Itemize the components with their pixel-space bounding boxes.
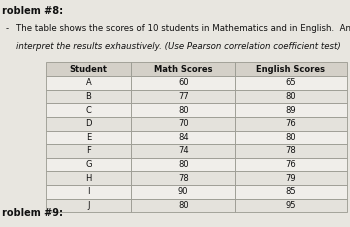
Text: 79: 79	[286, 174, 296, 183]
Text: 80: 80	[178, 106, 189, 115]
Text: 80: 80	[178, 160, 189, 169]
Text: Student: Student	[69, 65, 107, 74]
Bar	[131, 144, 235, 158]
Bar	[235, 144, 346, 158]
Bar	[131, 76, 235, 90]
Text: 76: 76	[286, 160, 296, 169]
Bar	[235, 76, 346, 90]
Text: 89: 89	[286, 106, 296, 115]
Text: I: I	[87, 187, 90, 196]
Bar	[235, 171, 346, 185]
Text: 80: 80	[286, 92, 296, 101]
Bar	[46, 103, 131, 117]
Bar	[131, 117, 235, 131]
Text: 80: 80	[286, 133, 296, 142]
Bar	[235, 117, 346, 131]
Text: 95: 95	[286, 201, 296, 210]
Text: G: G	[85, 160, 92, 169]
Text: -: -	[5, 24, 8, 33]
Text: E: E	[86, 133, 91, 142]
Bar	[46, 62, 131, 76]
Text: interpret the results exhaustively. (Use Pearson correlation coefficient test): interpret the results exhaustively. (Use…	[16, 42, 341, 51]
Text: J: J	[87, 201, 90, 210]
Bar	[235, 90, 346, 103]
Text: 80: 80	[178, 201, 189, 210]
Bar	[131, 90, 235, 103]
Bar	[46, 158, 131, 171]
Text: English Scores: English Scores	[256, 65, 325, 74]
Bar	[46, 117, 131, 131]
Text: F: F	[86, 146, 91, 155]
Text: 77: 77	[178, 92, 189, 101]
Text: roblem #8:: roblem #8:	[2, 6, 63, 16]
Bar	[131, 185, 235, 199]
Text: B: B	[85, 92, 91, 101]
Bar	[46, 171, 131, 185]
Bar	[46, 144, 131, 158]
Bar	[131, 158, 235, 171]
Bar	[235, 62, 346, 76]
Bar	[235, 185, 346, 199]
Text: 74: 74	[178, 146, 189, 155]
Text: 78: 78	[286, 146, 296, 155]
Bar	[46, 185, 131, 199]
Text: 85: 85	[286, 187, 296, 196]
Bar	[131, 131, 235, 144]
Text: D: D	[85, 119, 92, 128]
Bar	[131, 62, 235, 76]
Text: C: C	[85, 106, 91, 115]
Text: H: H	[85, 174, 92, 183]
Bar	[46, 76, 131, 90]
Bar	[235, 158, 346, 171]
Text: 65: 65	[286, 78, 296, 87]
Bar	[131, 199, 235, 212]
Text: A: A	[85, 78, 91, 87]
Bar	[131, 171, 235, 185]
Text: The table shows the scores of 10 students in Mathematics and in English.  Analyz: The table shows the scores of 10 student…	[16, 24, 350, 33]
Text: 60: 60	[178, 78, 189, 87]
Bar	[235, 103, 346, 117]
Bar	[46, 90, 131, 103]
Bar	[131, 103, 235, 117]
Bar	[46, 199, 131, 212]
Text: roblem #9:: roblem #9:	[2, 208, 63, 218]
Text: 70: 70	[178, 119, 189, 128]
Text: 90: 90	[178, 187, 188, 196]
Bar	[235, 199, 346, 212]
Bar	[235, 131, 346, 144]
Text: 84: 84	[178, 133, 189, 142]
Bar	[46, 131, 131, 144]
Text: Math Scores: Math Scores	[154, 65, 212, 74]
Text: 76: 76	[286, 119, 296, 128]
Text: 78: 78	[178, 174, 189, 183]
